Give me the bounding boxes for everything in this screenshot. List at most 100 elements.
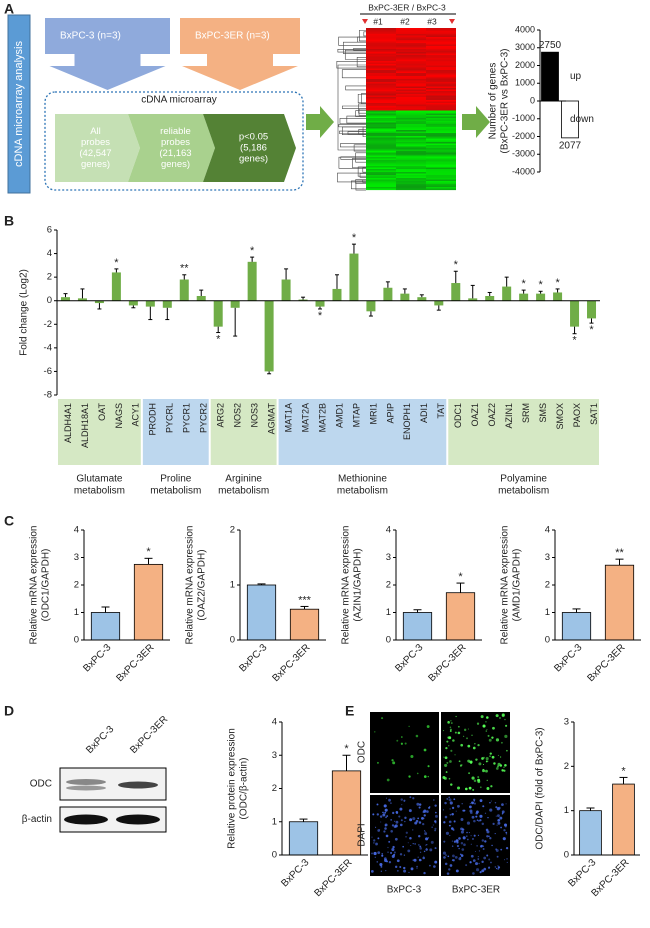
cell-dot [377, 837, 380, 840]
heatmap-cell [426, 176, 456, 179]
cell-dot [494, 832, 496, 835]
cell-dot [444, 801, 447, 805]
cell-dot [489, 837, 492, 840]
cell-dot [482, 768, 484, 771]
cell-dot [496, 765, 500, 768]
heatmap-cell [396, 176, 426, 179]
heatmap-cell [396, 121, 426, 123]
cell-dot [505, 846, 509, 850]
cell-dot [481, 839, 485, 842]
cell-dot [472, 746, 476, 750]
heatmap-cell [426, 58, 456, 60]
cell-dot [443, 756, 445, 758]
step-chevron [203, 114, 296, 182]
heatmap-cell [426, 128, 456, 131]
heatmap-cell [426, 113, 456, 116]
cell-dot [460, 830, 464, 834]
cell-dot [423, 748, 427, 752]
heatmap-cell [366, 53, 396, 56]
cell-dot [418, 806, 421, 809]
cell-dot [471, 734, 473, 736]
heatmap-cell [396, 86, 426, 89]
heatmap-cell [396, 113, 426, 116]
heatmap-cell [426, 181, 456, 183]
heatmap-cell [426, 155, 456, 158]
cell-dot [461, 848, 465, 851]
heatmap-cell [396, 124, 426, 126]
heatmap-cell [426, 89, 456, 92]
cell-dot [374, 856, 377, 859]
cell-dot [470, 854, 474, 858]
heatmap-cell [366, 71, 396, 74]
cell-dot [385, 816, 387, 819]
heatmap-cell [396, 130, 426, 132]
cell-dot [482, 845, 485, 847]
cell-dot [422, 856, 425, 860]
cell-dot [449, 726, 452, 728]
cell-dot [379, 862, 383, 867]
cell-dot [383, 857, 387, 860]
cell-dot [454, 855, 458, 859]
cell-dot [374, 731, 376, 733]
panel-label: E [345, 703, 354, 719]
cell-dot [382, 811, 384, 814]
cell-dot [497, 866, 501, 869]
heatmap-cell [396, 95, 426, 98]
cell-dot [497, 818, 501, 822]
heatmap-cell [426, 28, 456, 30]
heatmap-cell [366, 100, 396, 102]
cell-dot [388, 840, 391, 843]
cell-dot [393, 851, 396, 854]
cell-dot [486, 716, 489, 719]
dendro-branch [351, 180, 366, 190]
column-label: #2 [400, 16, 410, 26]
bar [579, 810, 602, 856]
cell-dot [486, 728, 488, 730]
bar [315, 300, 325, 307]
heatmap-cell [396, 161, 426, 164]
cell-dot [427, 775, 429, 778]
cell-dot [464, 787, 468, 791]
heatmap-cell [396, 31, 426, 33]
cell-dot [385, 797, 387, 799]
x-tick-label: NAGS [114, 403, 124, 429]
bar [468, 298, 478, 301]
heatmap-cell [426, 140, 456, 143]
cell-dot [384, 827, 387, 830]
cell-dot [488, 867, 490, 869]
cell-dot [472, 859, 476, 862]
cell-dot [463, 728, 467, 732]
cell-dot [497, 868, 500, 870]
cell-dot [477, 743, 480, 747]
y-tick-label: 2 [272, 783, 277, 794]
value-label: 2077 [559, 141, 582, 152]
dendro-branch [355, 181, 366, 191]
cell-dot [466, 838, 469, 841]
blot-band [66, 779, 106, 785]
cell-dot [373, 842, 375, 844]
x-tick-label: MRI1 [368, 403, 378, 425]
cell-dot [488, 858, 491, 861]
cell-dot [423, 855, 425, 857]
cell-dot [388, 798, 391, 802]
cell-dot [467, 728, 469, 730]
x-tick-label: NOS2 [233, 403, 243, 428]
heatmap-cell [396, 128, 426, 131]
heatmap-cell [426, 188, 456, 191]
cell-dot [467, 759, 471, 763]
cell-dot [434, 861, 437, 863]
cell-dot [463, 735, 465, 737]
heatmap-cell [366, 187, 396, 189]
heatmap-cell [426, 68, 456, 71]
cell-dot [484, 840, 487, 843]
heatmap-cell [426, 49, 456, 51]
cell-dot [471, 801, 475, 805]
cell-dot [500, 848, 503, 851]
dendro-branch [362, 167, 366, 173]
heatmap-cell [366, 163, 396, 165]
heatmap-cell [426, 61, 456, 63]
bar [553, 292, 563, 301]
panel-label: A [4, 1, 14, 17]
cell-dot [416, 865, 418, 868]
heatmap-cell [426, 76, 456, 78]
